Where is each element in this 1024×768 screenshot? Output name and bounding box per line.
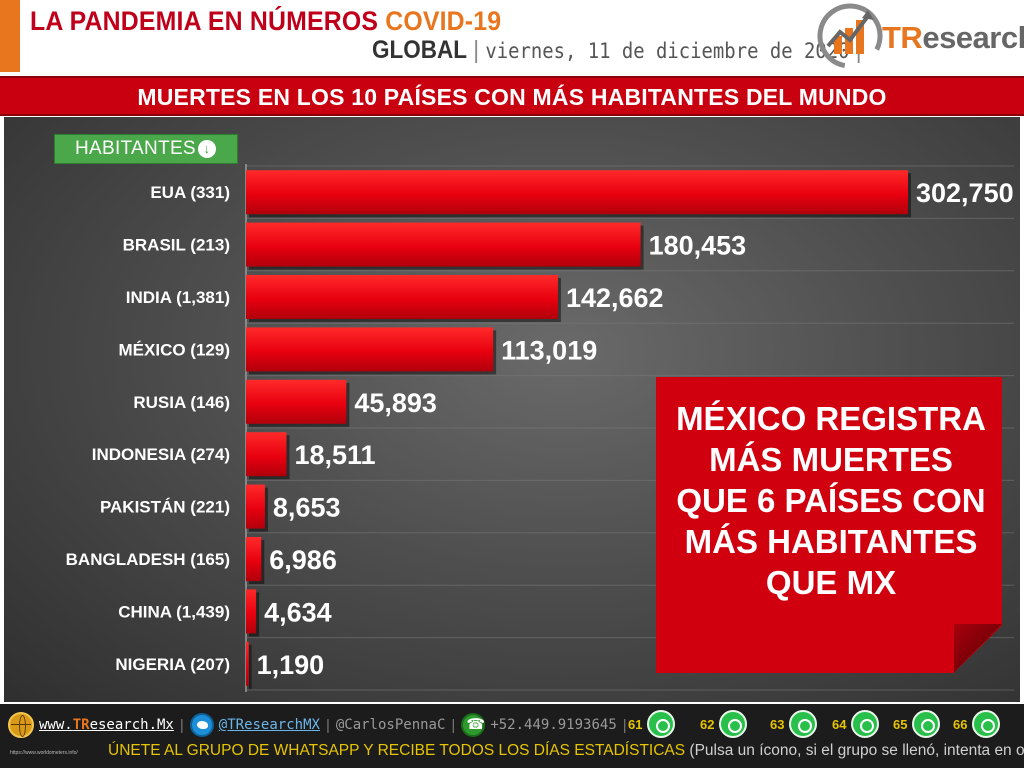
bar (246, 222, 641, 267)
date-label: viernes, 11 de diciembre de 2020 (485, 39, 850, 63)
bar (246, 432, 287, 477)
category-label: EUA (331) (150, 183, 230, 202)
chart-banner: MUERTES EN LOS 10 PAÍSES CON MÁS HABITAN… (0, 76, 1024, 116)
whatsapp-group-number: 65 (893, 716, 908, 732)
whatsapp-icon[interactable] (647, 710, 676, 738)
value-label: 18,511 (294, 440, 375, 470)
value-label: 113,019 (501, 335, 597, 365)
cta-note: (Pulsa un ícono, si el grupo se llenó, i… (689, 742, 1024, 759)
phone-number[interactable]: +52.449.9193645 (490, 717, 617, 733)
category-label: PAKISTÁN (221) (100, 498, 230, 517)
tresearch-logo-icon (817, 3, 883, 69)
whatsapp-group-65[interactable]: 65 (893, 709, 941, 739)
whatsapp-group-66[interactable]: 66 (953, 709, 1001, 739)
bar (246, 275, 558, 319)
callout-line: MÉXICO REGISTRA (676, 400, 986, 437)
value-label: 45,893 (354, 388, 437, 418)
whatsapp-group-62[interactable]: 62 (700, 709, 748, 739)
whatsapp-group-63[interactable]: 63 (770, 709, 818, 739)
value-label: 180,453 (649, 231, 747, 261)
value-label: 302,750 (916, 178, 1014, 208)
header-accent-bar (0, 0, 20, 72)
page-title: LA PANDEMIA EN NÚMEROS COVID-19 (30, 6, 501, 37)
scope-label: GLOBAL (372, 36, 467, 64)
whatsapp-group-61[interactable]: 61 (628, 709, 676, 739)
whatsapp-group-64[interactable]: 64 (832, 709, 880, 739)
value-label: 6,986 (269, 545, 337, 575)
whatsapp-group-number: 62 (700, 716, 715, 732)
footer-separator: | (179, 716, 184, 734)
callout-text: MÉXICO REGISTRA MÁS MUERTES QUE 6 PAÍSES… (656, 398, 1006, 603)
bar (246, 379, 347, 424)
callout-line: QUE 6 PAÍSES CON (676, 482, 986, 519)
callout-line: MÁS MUERTES (709, 441, 953, 478)
value-label: 142,662 (566, 283, 664, 313)
bar (246, 327, 494, 372)
bar (246, 170, 908, 215)
callout-page-fold (954, 624, 1002, 673)
subtitle: GLOBAL | viernes, 11 de diciembre de 202… (372, 36, 862, 65)
website-suffix: esearch.Mx (89, 717, 174, 733)
whatsapp-icon[interactable] (972, 710, 1001, 738)
bar (246, 589, 257, 634)
phone-icon[interactable] (461, 713, 486, 737)
footer-separator: | (325, 716, 330, 734)
category-label: BANGLADESH (165) (66, 550, 230, 569)
website-link[interactable]: www.TResearch.Mx (39, 717, 174, 733)
globe-icon (8, 712, 34, 738)
category-label: INDIA (1,381) (126, 288, 230, 307)
bar (246, 484, 265, 529)
twitter-link[interactable]: @TResearchMX (218, 717, 320, 733)
whatsapp-group-number: 64 (832, 716, 847, 732)
category-label: CHINA (1,439) (118, 602, 230, 621)
cta-main: ÚNETE AL GRUPO DE WHATSAPP Y RECIBE TODO… (108, 742, 686, 759)
callout-box (656, 377, 1002, 673)
footer-separator: | (451, 716, 456, 734)
bar (246, 537, 262, 581)
category-label: BRASIL (213) (123, 236, 230, 255)
arrow-down-circle-icon: ↓ (197, 140, 216, 158)
personal-handle[interactable]: @CarlosPennaC (335, 717, 446, 733)
footer-separator: | (622, 716, 627, 734)
whatsapp-group-number: 63 (770, 716, 785, 732)
title-accent: COVID-19 (385, 6, 502, 36)
banner-text: MUERTES EN LOS 10 PAÍSES CON MÁS HABITAN… (137, 84, 887, 110)
whatsapp-group-number: 66 (953, 716, 968, 732)
logo-wordmark: TResearch (882, 20, 1024, 56)
whatsapp-icon[interactable] (912, 710, 941, 738)
habitantes-label: HABITANTES (75, 138, 196, 159)
category-label: NIGERIA (207) (115, 655, 230, 674)
subtitle-separator: | (473, 36, 480, 64)
footer-cta: ÚNETE AL GRUPO DE WHATSAPP Y RECIBE TODO… (108, 742, 1024, 760)
category-label: INDONESIA (274) (92, 445, 230, 464)
whatsapp-icon[interactable] (851, 710, 880, 738)
value-label: 8,653 (273, 493, 341, 523)
bar-shadow (249, 644, 252, 689)
twitter-icon[interactable] (189, 713, 214, 737)
website-prefix: www. (39, 717, 73, 733)
bar (246, 641, 249, 686)
website-brand: TR (72, 717, 90, 733)
category-label: RUSIA (146) (133, 393, 230, 412)
callout-line: MÁS HABITANTES (684, 523, 978, 560)
logo-research: esearch (922, 20, 1024, 55)
whatsapp-icon[interactable] (719, 710, 748, 738)
whatsapp-icon[interactable] (789, 710, 818, 738)
whatsapp-group-number: 61 (628, 716, 643, 732)
source-url[interactable]: https://www.worldometers.info/ (10, 750, 78, 756)
callout-line: QUE MX (765, 564, 897, 601)
category-label: MÉXICO (129) (119, 340, 230, 359)
value-label: 1,190 (257, 650, 325, 680)
value-label: 4,634 (264, 597, 332, 627)
title-main: LA PANDEMIA EN NÚMEROS (30, 6, 379, 36)
habitantes-badge: HABITANTES ↓ (54, 134, 238, 164)
footer-contacts: www.TResearch.Mx | @TResearchMX | @Carlo… (8, 710, 633, 740)
logo-tr: TR (882, 20, 923, 55)
